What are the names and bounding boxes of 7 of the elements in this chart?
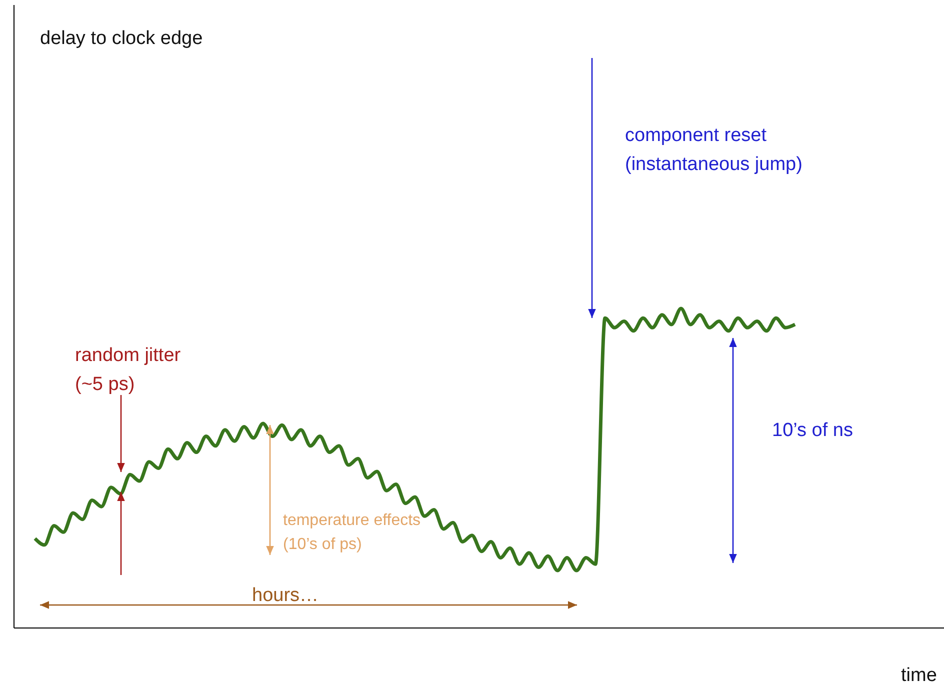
annotation: 10’s of ns (772, 419, 853, 443)
text: time (901, 664, 937, 688)
annotation: hours… (252, 584, 319, 608)
text: delay to clock edge (40, 27, 203, 51)
annotation: random jitter (~5 ps) (75, 344, 181, 396)
text: component reset (instantaneous jump) (625, 124, 802, 176)
annotation: temperature effects (10’s of ps) (283, 511, 421, 555)
